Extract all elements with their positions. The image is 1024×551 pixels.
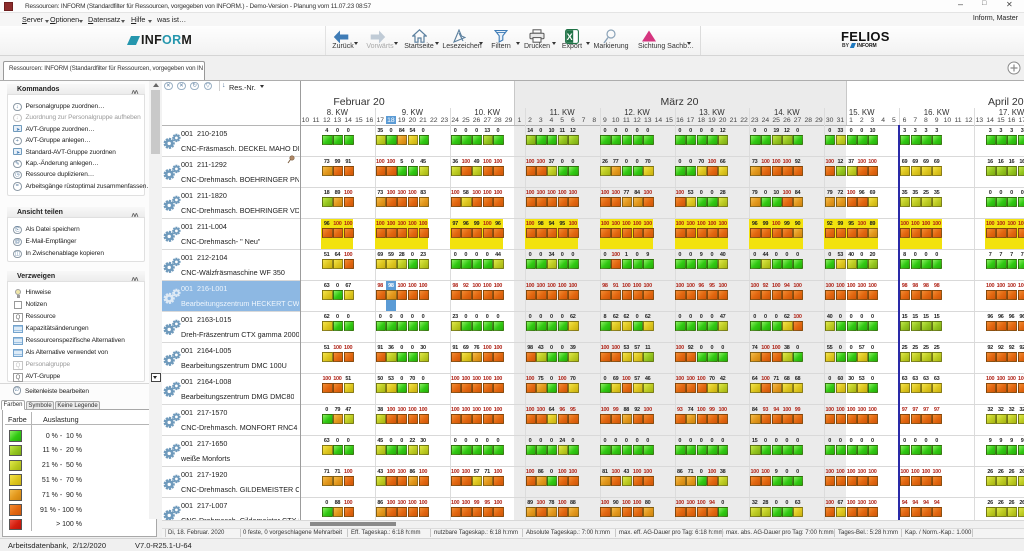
svg-text:X: X <box>567 32 573 42</box>
